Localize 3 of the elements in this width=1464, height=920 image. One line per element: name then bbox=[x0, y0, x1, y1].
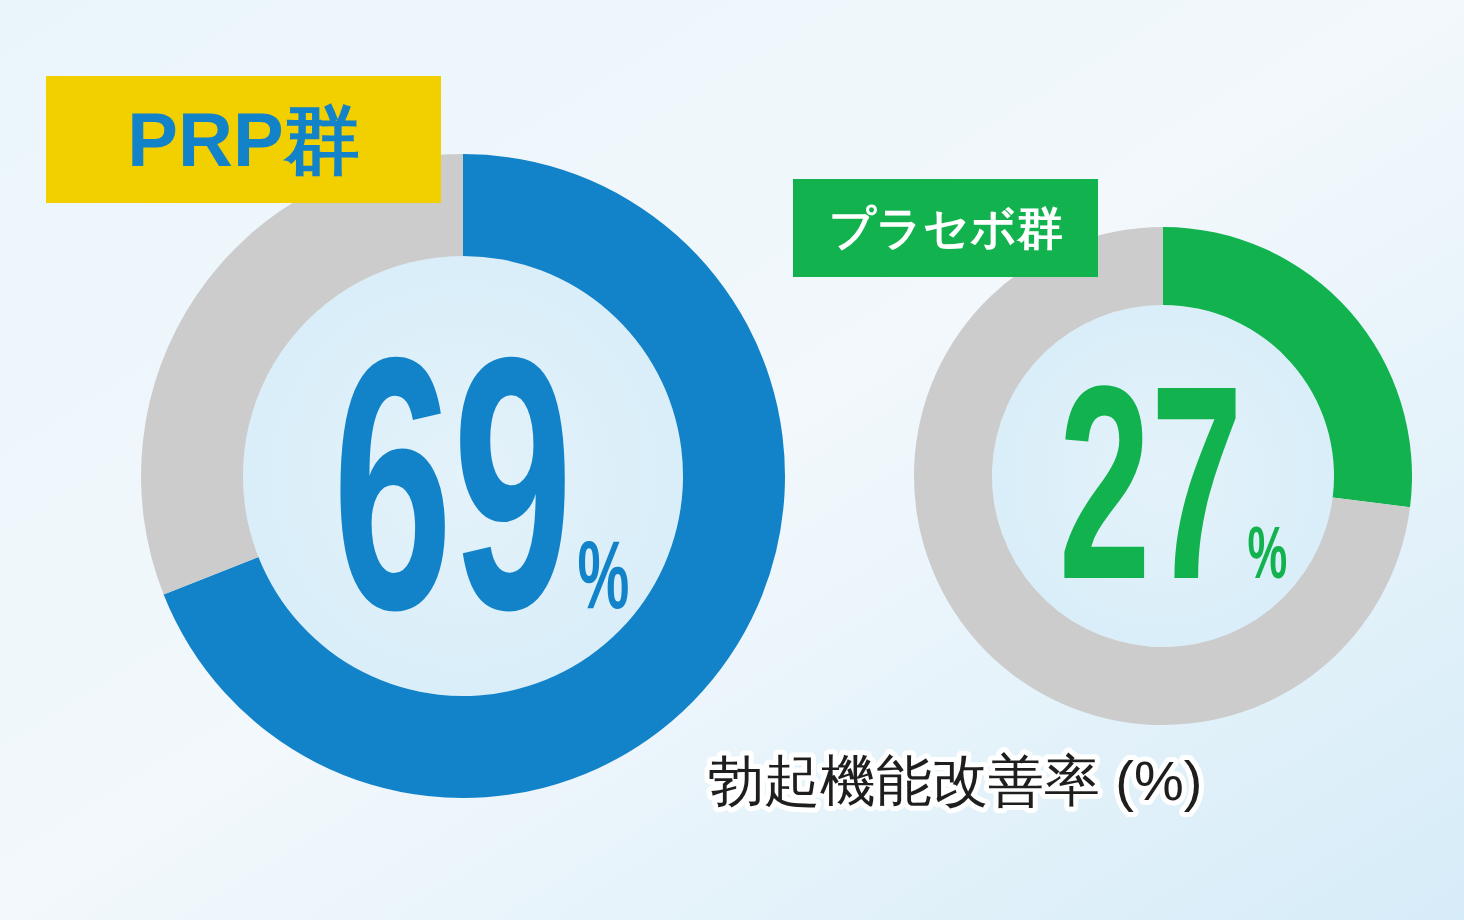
annotation: 勃起機能改善率 (%) bbox=[707, 749, 1203, 812]
title: PRP群 bbox=[127, 97, 360, 182]
title: プラセボ群 bbox=[828, 202, 1063, 254]
